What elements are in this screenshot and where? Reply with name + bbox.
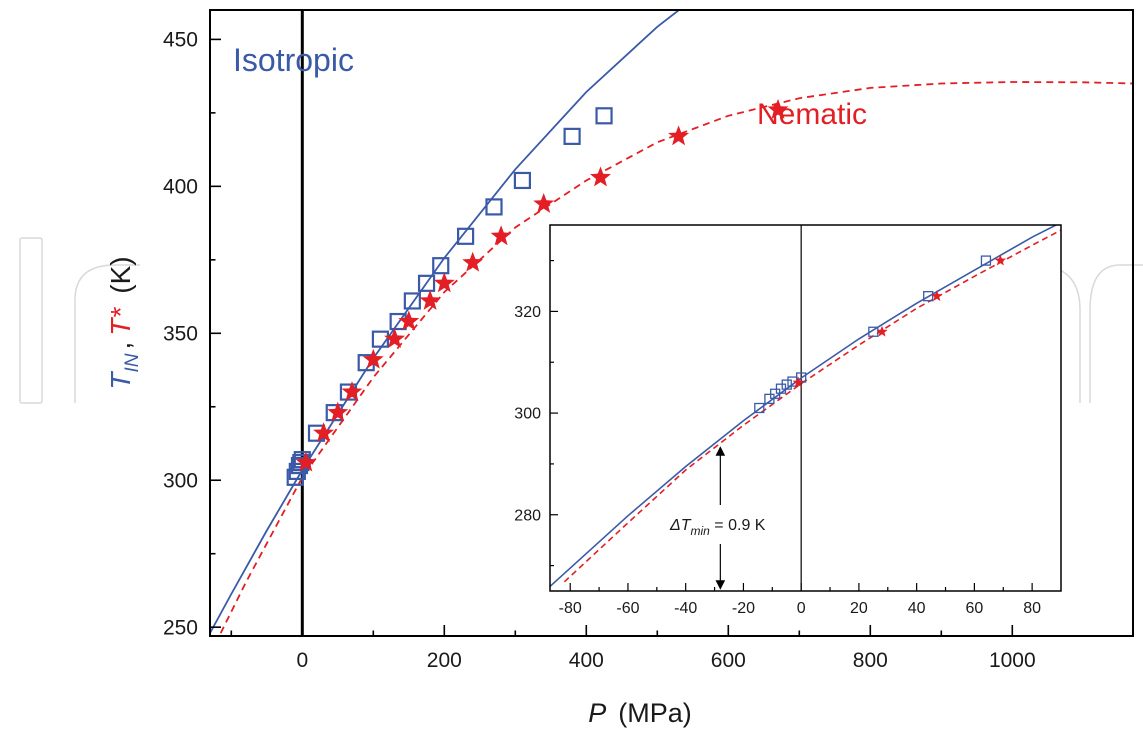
inset-x-tick-label: 0 — [797, 600, 806, 617]
main-isotropic-point — [403, 292, 421, 310]
main-x-tick-label: 600 — [711, 649, 746, 672]
x-axis-unit: (MPa) — [618, 698, 692, 728]
main-y-tick-label: 400 — [163, 176, 198, 199]
inset-isotropic-point — [923, 291, 934, 302]
inset-background — [550, 225, 1061, 591]
main-nematic-point — [341, 381, 363, 401]
main-x-tick-label: 0 — [296, 649, 308, 672]
inset-x-tick-label: 40 — [908, 600, 926, 617]
main-x-tick-label: 800 — [853, 649, 888, 672]
inset-x-tick-label: 20 — [850, 600, 868, 617]
inset-x-tick-label: -60 — [616, 600, 639, 617]
main-isotropic-point — [371, 330, 389, 348]
inset-isotropic-point — [980, 255, 992, 266]
main-nematic-point — [398, 310, 420, 331]
inset-x-tick-label: -20 — [732, 600, 755, 617]
nematic-label: Nematic — [757, 98, 867, 131]
y-axis-unit: (K) — [105, 256, 136, 293]
inset-y-tick-label: 280 — [514, 507, 541, 524]
delta-t-subscript: min — [691, 524, 711, 538]
inset-isotropic-fit-line — [550, 225, 1058, 587]
main-x-tick-label: 200 — [427, 649, 462, 672]
main-nematic-point — [462, 251, 484, 272]
inset-nematic-point — [792, 376, 804, 388]
main-isotropic-point — [432, 257, 450, 275]
main-nematic-point — [590, 166, 611, 187]
inset-plot-area — [550, 225, 1061, 591]
inset-isotropic-point — [781, 379, 792, 390]
main-frame — [209, 9, 1134, 637]
main-isotropic-point — [485, 198, 503, 216]
main-isotropic-point — [513, 171, 532, 190]
main-y-tick-label: 300 — [163, 470, 198, 493]
inset-x-tick-label: -80 — [559, 600, 582, 617]
main-isotropic-point — [457, 227, 475, 245]
delta-t-symbol: ΔT — [669, 517, 692, 534]
x-axis-title: P (MPa) — [588, 698, 692, 728]
inset-y-tick-label: 320 — [514, 304, 541, 321]
x-axis-symbol: P — [588, 698, 606, 728]
main-nematic-point — [490, 225, 512, 246]
main-nematic-point — [668, 125, 690, 146]
main-nematic-point — [419, 289, 441, 310]
delta-t-value: = 0.9 K — [710, 517, 766, 534]
inset-nematic-point — [994, 254, 1007, 266]
inset-x-tick-label: 60 — [965, 600, 983, 617]
main-nematic-point — [767, 98, 789, 119]
main-x-tick-label: 1000 — [989, 649, 1036, 672]
main-nematic-fit-line — [219, 81, 1133, 634]
main-nematic-point — [384, 328, 406, 349]
main-nematic-point — [533, 192, 555, 213]
main-nematic-point — [313, 422, 335, 443]
inset-isotropic-point — [868, 326, 879, 337]
y-axis-tin-subscript: IN — [122, 353, 143, 372]
inset-y-tick-label: 300 — [514, 406, 541, 423]
inset-x-tick-label: -40 — [674, 600, 697, 617]
main-x-tick-label: 400 — [569, 649, 604, 672]
delta-t-label: ΔTmin = 0.9 K — [669, 517, 766, 538]
main-nematic-point — [433, 272, 455, 293]
inset-nematic-point — [931, 290, 943, 302]
main-isotropic-point — [595, 107, 613, 125]
inset-isotropic-point — [754, 402, 765, 414]
main-isotropic-point — [563, 127, 581, 145]
main-y-tick-label: 450 — [163, 29, 198, 52]
y-axis-tin-symbol: T — [105, 371, 136, 390]
main-plot-area — [210, 10, 1133, 636]
main-nematic-point — [327, 401, 349, 422]
y-axis-tstar-symbol: T* — [105, 307, 136, 336]
inset-x-tick-label: 80 — [1023, 600, 1041, 617]
main-y-tick-label: 350 — [163, 323, 198, 346]
y-axis-title: TIN, T* (K) — [105, 256, 143, 389]
main-y-tick-label: 250 — [163, 617, 198, 640]
y-axis-comma: , — [105, 342, 136, 350]
main-isotropic-point — [417, 274, 436, 292]
inset-plot: -80 -60 -40 -20 0 20 40 60 80 280 300 320 ΔTmin = 0.… — [514, 224, 1062, 617]
inset-frame — [549, 224, 1062, 592]
isotropic-label: Isotropic — [233, 42, 354, 78]
main-nematic-point — [362, 348, 384, 369]
main-isotropic-point — [288, 462, 306, 481]
main-nematic-point — [295, 451, 317, 472]
inset-nematic-point — [876, 325, 888, 337]
